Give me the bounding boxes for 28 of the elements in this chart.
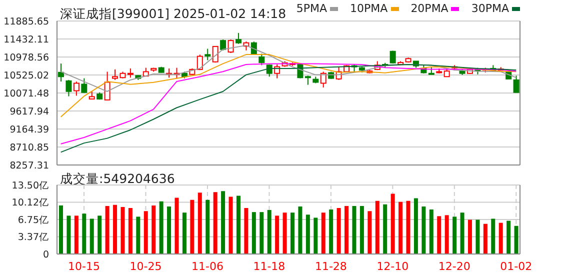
x-tick-label: 10-15 [68, 260, 100, 273]
y-tick-label: 9164.39 [10, 124, 49, 136]
y-tick-label: 11432.11 [4, 34, 49, 46]
y-tick-label: 9617.94 [10, 106, 49, 118]
legend-label: 30PMA [471, 2, 509, 15]
y-tick-label: 10525.02 [4, 70, 49, 82]
x-tick-label: 12-10 [376, 260, 409, 273]
chart-title: 成交量:549204636 [60, 171, 175, 188]
chart-title: 深证成指[399001] 2025-01-02 14:18 [60, 6, 286, 23]
x-tick-label: 10-25 [130, 260, 162, 273]
x-tick-label: 01-02 [500, 260, 532, 273]
y-tick-label: 13.50亿 [12, 180, 49, 192]
x-tick-label: 11-28 [314, 260, 347, 273]
legend-label: 5PMA [296, 2, 328, 15]
y-tick-label: 10.12亿 [12, 198, 49, 209]
y-tick-label: 10978.56 [4, 52, 49, 64]
legend-label: 20PMA [410, 2, 448, 15]
legend-label: 10PMA [350, 2, 388, 15]
x-tick-label: 11-18 [253, 260, 286, 273]
y-tick-label: 10071.48 [4, 88, 49, 100]
x-tick-label: 11-06 [191, 260, 224, 273]
y-tick-label: 8257.31 [10, 160, 49, 172]
y-tick-label: 0 [42, 249, 49, 260]
y-tick-label: 6.75亿 [18, 214, 49, 226]
y-tick-label: 3.37亿 [18, 232, 49, 244]
y-tick-label: 11885.65 [4, 16, 49, 28]
y-tick-label: 8710.85 [10, 142, 49, 154]
x-tick-label: 12-20 [438, 260, 470, 273]
